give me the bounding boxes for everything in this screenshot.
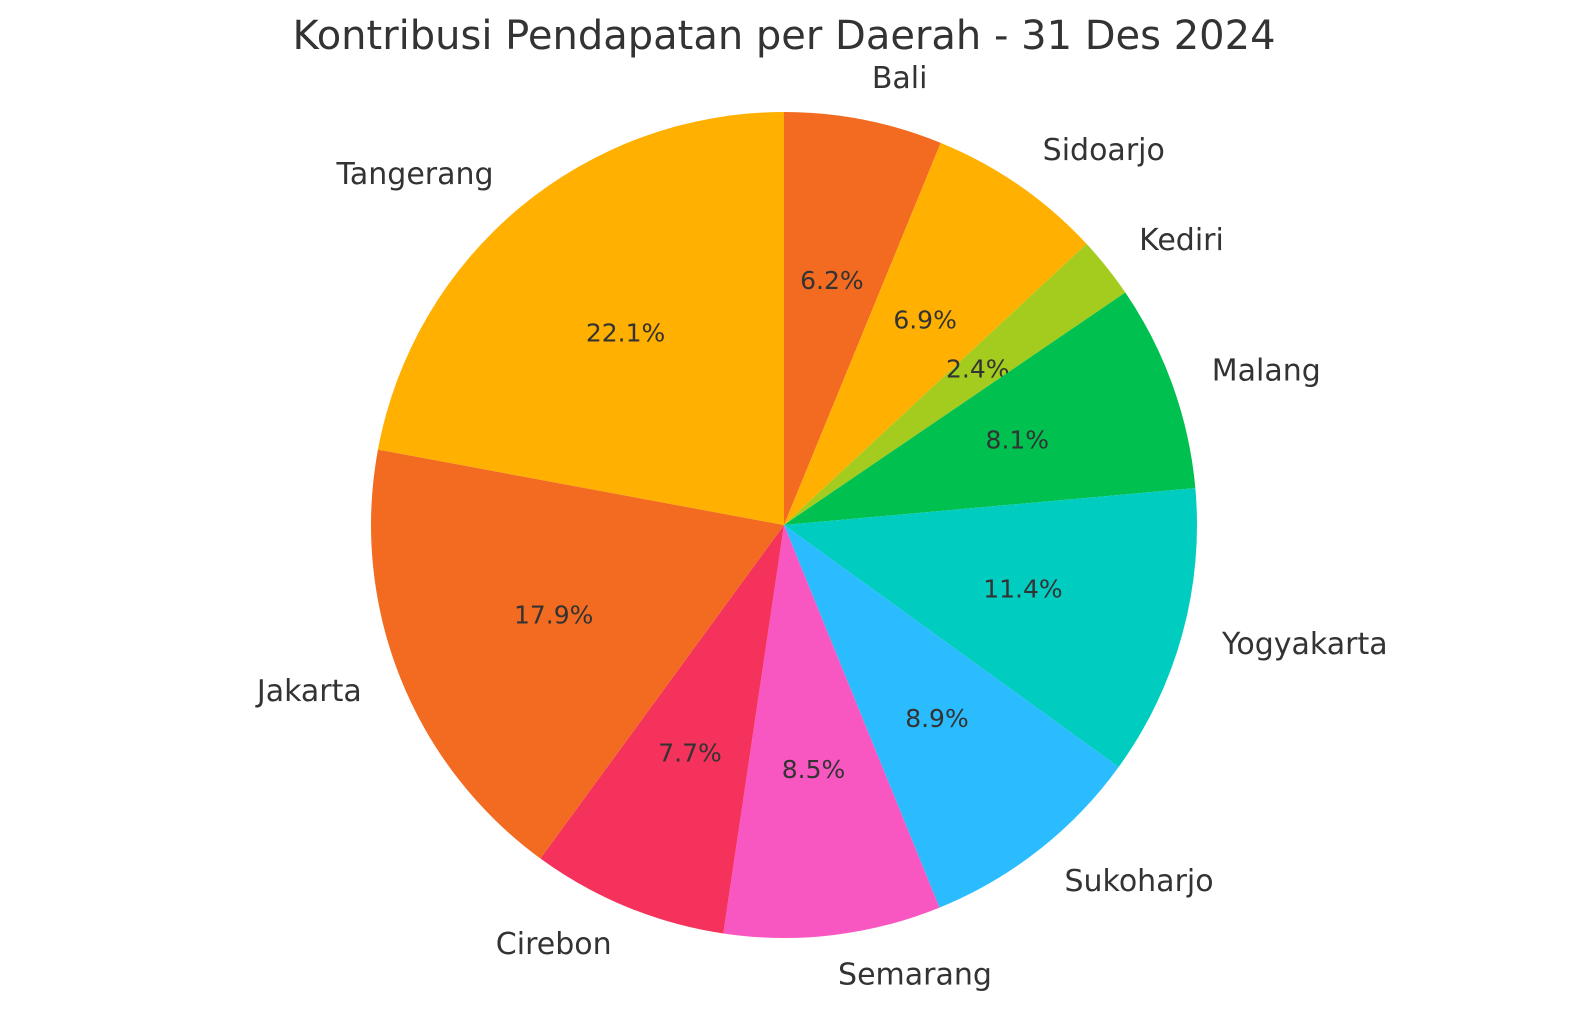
value-label: 8.9% — [905, 704, 969, 733]
pie-slice — [540, 525, 784, 934]
value-label: 11.4% — [983, 575, 1062, 604]
value-label: 17.9% — [514, 600, 593, 629]
slice-label: Bali — [872, 61, 928, 96]
pie-slice — [723, 525, 940, 939]
slice-label: Semarang — [838, 958, 992, 993]
value-label: 8.5% — [782, 755, 846, 784]
slice-label: Tangerang — [336, 157, 494, 192]
value-label: 6.2% — [800, 266, 864, 295]
value-label: 6.9% — [893, 305, 957, 334]
slice-label: Yogyakarta — [1221, 627, 1388, 662]
pie-slice — [370, 449, 784, 859]
pie-slice — [784, 243, 1126, 525]
pie-slice — [784, 292, 1196, 525]
value-label: 22.1% — [586, 318, 665, 347]
pie-slice — [784, 488, 1197, 768]
pie-slice — [377, 112, 784, 525]
value-label: 8.1% — [986, 426, 1050, 455]
slice-label: Cirebon — [496, 927, 612, 962]
pie-slice — [784, 112, 941, 525]
slice-label: Sukoharjo — [1064, 864, 1213, 899]
slice-label: Malang — [1212, 353, 1321, 388]
slice-label: Jakarta — [255, 674, 362, 709]
pie-slice — [784, 525, 1119, 908]
value-label: 7.7% — [658, 738, 722, 767]
slice-label: Kediri — [1139, 223, 1224, 258]
pie-slice — [784, 142, 1087, 526]
chart-title: Kontribusi Pendapatan per Daerah - 31 De… — [292, 13, 1275, 59]
slice-label: Sidoarjo — [1043, 133, 1165, 168]
